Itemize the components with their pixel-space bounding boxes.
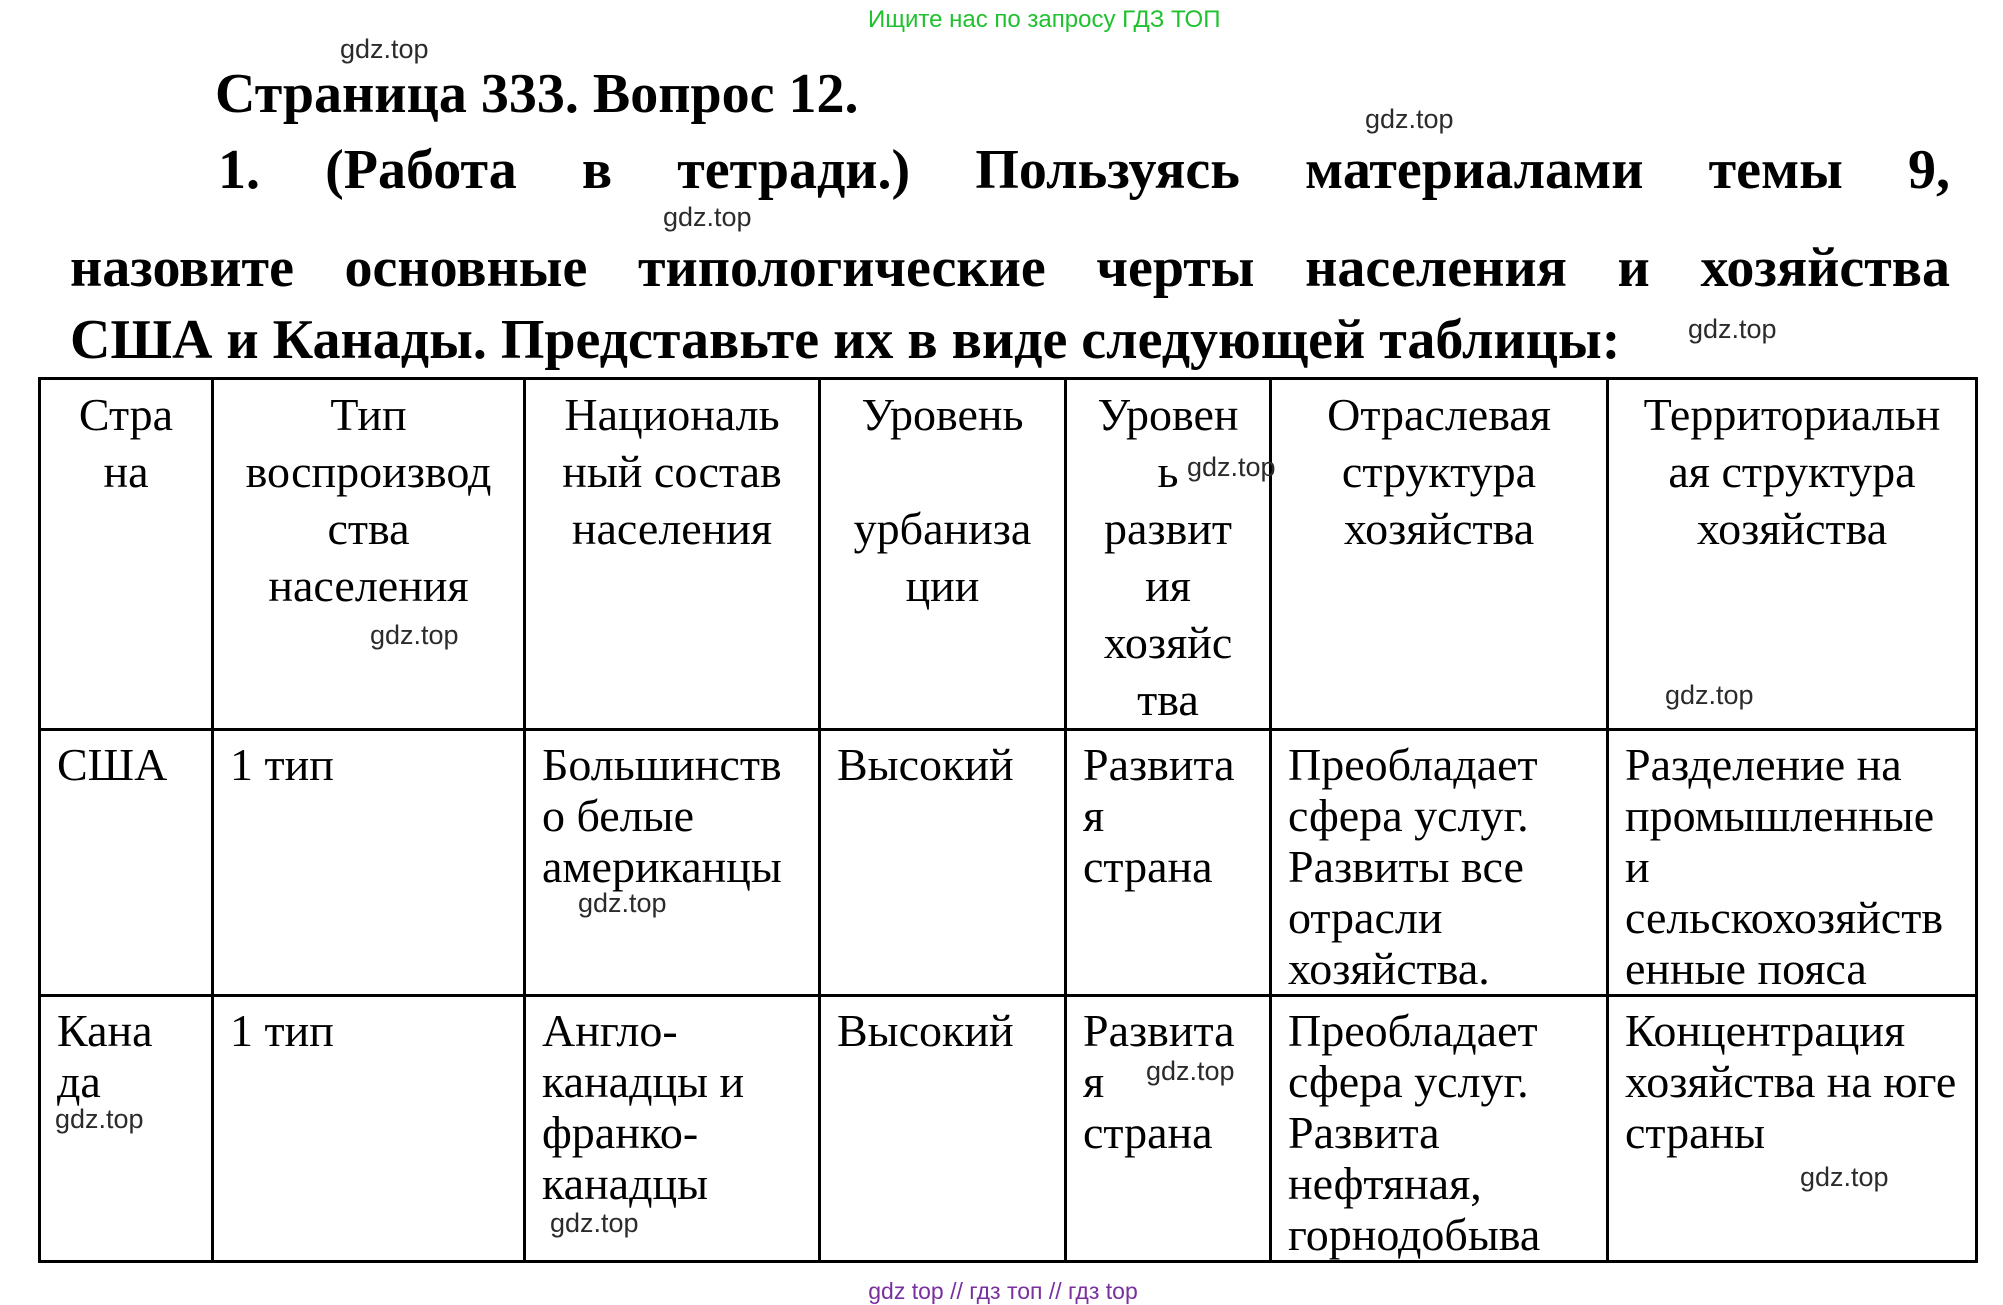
column-header-urbanization-level: Уровень урбаниза ции: [818, 377, 1067, 731]
gdz-watermark: gdz.top: [55, 1104, 144, 1134]
column-header-country: Стра на: [38, 377, 214, 731]
gdz-watermark: gdz.top: [1187, 452, 1276, 482]
cell-canada-economy-level: Развита я страна: [1064, 994, 1272, 1263]
gdz-watermark: gdz.top: [340, 34, 429, 64]
gdz-watermark: gdz.top: [370, 620, 459, 650]
cell-usa-urbanization-level: Высокий: [818, 728, 1067, 997]
gdz-watermark: gdz.top: [1800, 1162, 1889, 1192]
gdz-watermark: gdz.top: [1146, 1056, 1235, 1086]
gdz-watermark: gdz.top: [550, 1208, 639, 1238]
column-header-ethnic-composition: Националь ный состав населения: [523, 377, 821, 731]
question-line-1: 1. (Работа в тетради.) Пользуясь материа…: [218, 139, 1950, 201]
gdz-watermark: gdz.top: [1365, 104, 1454, 134]
cell-usa-industry-structure: Преобладает сфера услуг. Развиты все отр…: [1269, 728, 1609, 997]
cell-usa-economy-level: Развита я страна: [1064, 728, 1272, 997]
question-line-2: назовите основные типологические черты н…: [70, 237, 1950, 299]
cell-usa-territorial-structure: Разделение на промышленные и сельскохозя…: [1606, 728, 1978, 997]
footer-links[interactable]: gdz top // гдз топ // гдз top: [868, 1278, 1138, 1304]
gdz-watermark: gdz.top: [663, 202, 752, 232]
cell-canada-industry-structure: Преобладает сфера услуг. Развита нефтяна…: [1269, 994, 1609, 1263]
gdz-watermark: gdz.top: [1688, 314, 1777, 344]
gdz-watermark: gdz.top: [1665, 680, 1754, 710]
cell-usa-country: США: [38, 728, 214, 997]
cell-usa-ethnic-composition: Большинств о белые американцы: [523, 728, 821, 997]
column-header-territorial-structure: Территориальн ая структура хозяйства: [1606, 377, 1978, 731]
table-row-usa: США 1 тип Большинств о белые американцы …: [38, 728, 1978, 997]
cell-canada-territorial-structure: Концентрация хозяйства на юге страны: [1606, 994, 1978, 1263]
cell-canada-country: Кана да: [38, 994, 214, 1263]
column-header-economy-level: Уровен ь развит ия хозяйс тва: [1064, 377, 1272, 731]
cell-canada-ethnic-composition: Англо- канадцы и франко- канадцы: [523, 994, 821, 1263]
gdz-watermark: gdz.top: [578, 888, 667, 918]
cell-canada-reproduction-type: 1 тип: [211, 994, 526, 1263]
cell-canada-urbanization-level: Высокий: [818, 994, 1067, 1263]
cell-usa-reproduction-type: 1 тип: [211, 728, 526, 997]
page-title: Страница 333. Вопрос 12.: [215, 63, 859, 125]
question-line-3: США и Канады. Представьте их в виде след…: [70, 309, 1621, 371]
column-header-reproduction-type: Тип воспроизвод ства населения: [211, 377, 526, 731]
answers-table: Стра на Тип воспроизвод ства населения Н…: [38, 377, 1978, 1263]
promo-banner: Ищите нас по запросу ГДЗ ТОП: [868, 6, 1221, 33]
column-header-industry-structure: Отраслевая структура хозяйства: [1269, 377, 1609, 731]
table-header-row: Стра на Тип воспроизвод ства населения Н…: [38, 377, 1978, 731]
table-row-canada: Кана да 1 тип Англо- канадцы и франко- к…: [38, 994, 1978, 1263]
